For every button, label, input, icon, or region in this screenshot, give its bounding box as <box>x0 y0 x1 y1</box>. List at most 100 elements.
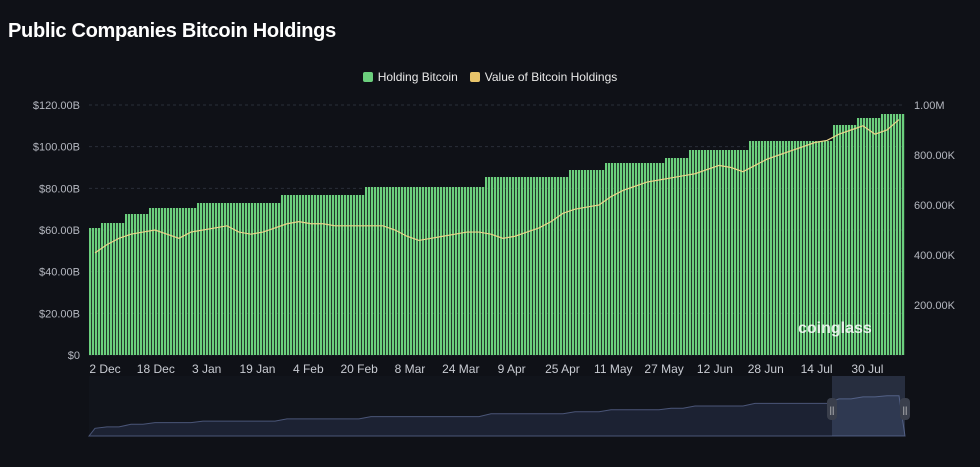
bar-stripe <box>287 195 290 355</box>
bar-stripe <box>263 203 266 355</box>
y-right-tick-label: 200.00K <box>914 300 956 312</box>
bar-stripe <box>179 208 182 355</box>
bar-stripe <box>875 118 878 355</box>
bar-stripe <box>683 158 686 355</box>
bar-stripe <box>401 187 404 355</box>
bar-stripe <box>467 187 470 355</box>
bar-stripe <box>155 208 158 355</box>
bar-stripe <box>470 187 473 355</box>
bar-stripe <box>197 203 200 355</box>
bar-stripe <box>299 195 302 355</box>
bar-stripe <box>584 170 587 355</box>
navigator-handle[interactable] <box>900 398 910 420</box>
bar-stripe <box>863 118 866 355</box>
bar-stripe <box>140 214 143 355</box>
bar-stripe <box>122 223 125 355</box>
bar-stripe <box>425 187 428 355</box>
bar-stripe <box>365 187 368 355</box>
bar-stripe <box>500 177 503 355</box>
bar-stripe <box>629 163 632 355</box>
bar-stripe <box>371 187 374 355</box>
bar-stripe <box>686 158 689 355</box>
bar-stripe <box>383 187 386 355</box>
bar-stripe <box>821 141 824 355</box>
x-tick-label: 4 Feb <box>293 362 324 376</box>
legend-swatch <box>362 72 373 82</box>
bar-stripe <box>659 163 662 355</box>
bar-stripe <box>632 163 635 355</box>
bar-stripe <box>548 177 551 355</box>
bar-stripe <box>893 114 896 355</box>
bar-stripe <box>110 223 113 355</box>
bar-stripe <box>626 163 629 355</box>
bar-holding-bitcoin <box>809 141 821 355</box>
handle-grip-icon: || <box>830 405 835 415</box>
bar-stripe <box>329 195 332 355</box>
x-tick-label: 30 Jul <box>851 362 883 376</box>
bar-holding-bitcoin <box>245 203 257 355</box>
bar-stripe <box>311 195 314 355</box>
bar-stripe <box>386 187 389 355</box>
bar-stripe <box>530 177 533 355</box>
legend-holding-bitcoin[interactable]: Holding Bitcoin <box>362 70 458 84</box>
bar-stripe <box>218 203 221 355</box>
bar-stripe <box>251 203 254 355</box>
bar-stripe <box>593 170 596 355</box>
bar-holding-bitcoin <box>557 177 569 355</box>
bar-stripe <box>260 203 263 355</box>
bar-stripe <box>422 187 425 355</box>
bar-stripe <box>740 150 743 355</box>
bar-holding-bitcoin <box>593 170 605 355</box>
bar-stripe <box>479 187 482 355</box>
bar-holding-bitcoin <box>293 195 305 355</box>
bar-holding-bitcoin <box>677 158 689 355</box>
bar-stripe <box>806 141 809 355</box>
bar-stripe <box>737 150 740 355</box>
bar-stripe <box>437 187 440 355</box>
legend-value-holdings[interactable]: Value of Bitcoin Holdings <box>469 70 617 84</box>
bar-stripe <box>128 214 131 355</box>
bar-stripe <box>710 150 713 355</box>
bar-stripe <box>794 141 797 355</box>
bar-stripe <box>452 187 455 355</box>
bar-stripe <box>146 214 149 355</box>
bar-holding-bitcoin <box>353 195 365 355</box>
bar-stripe <box>704 150 707 355</box>
bar-stripe <box>209 203 212 355</box>
bar-stripe <box>650 163 653 355</box>
bar-stripe <box>857 118 860 355</box>
bar-stripe <box>668 158 671 355</box>
bar-stripe <box>545 177 548 355</box>
bar-stripe <box>515 177 518 355</box>
bar-stripe <box>326 195 329 355</box>
bar-stripe <box>602 170 605 355</box>
bar-stripe <box>428 187 431 355</box>
bar-stripe <box>449 187 452 355</box>
bar-stripe <box>389 187 392 355</box>
bar-holding-bitcoin <box>701 150 713 355</box>
bar-stripe <box>536 177 539 355</box>
bar-stripe <box>701 150 704 355</box>
bar-stripe <box>176 208 179 355</box>
bar-stripe <box>332 195 335 355</box>
bar-stripe <box>716 150 719 355</box>
bar-stripe <box>836 125 839 355</box>
navigator-handle[interactable] <box>827 398 837 420</box>
bar-stripe <box>614 163 617 355</box>
bar-holding-bitcoin <box>149 208 161 355</box>
bar-stripe <box>887 114 890 355</box>
bar-stripe <box>773 141 776 355</box>
bar-holding-bitcoin <box>173 208 185 355</box>
bar-stripe <box>560 177 563 355</box>
bar-stripe <box>623 163 626 355</box>
bar-stripe <box>434 187 437 355</box>
bar-stripe <box>866 118 869 355</box>
bar-stripe <box>902 114 905 355</box>
y-left-tick-label: $80.00B <box>39 183 80 195</box>
bar-stripe <box>899 114 902 355</box>
bar-stripe <box>884 114 887 355</box>
bar-stripe <box>809 141 812 355</box>
bar-stripe <box>605 163 608 355</box>
bar-stripe <box>476 187 479 355</box>
bar-stripe <box>833 125 836 355</box>
